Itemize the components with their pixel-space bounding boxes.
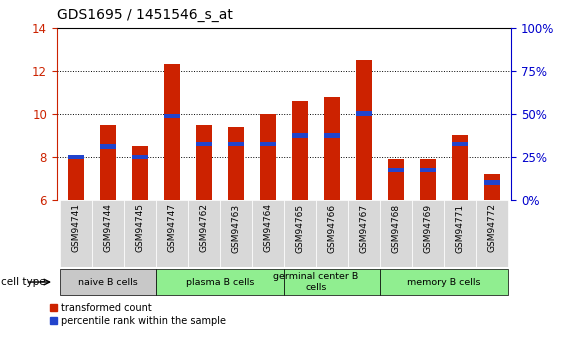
Text: naive B cells: naive B cells	[78, 277, 138, 287]
FancyBboxPatch shape	[380, 269, 508, 295]
Bar	[196, 125, 212, 200]
Bar	[100, 125, 116, 200]
Text: GSM94766: GSM94766	[328, 204, 336, 253]
Bar	[452, 136, 468, 200]
Text: GSM94763: GSM94763	[232, 204, 240, 253]
FancyBboxPatch shape	[188, 200, 220, 267]
Text: GSM94762: GSM94762	[199, 204, 208, 253]
Bar	[324, 133, 340, 138]
FancyBboxPatch shape	[444, 200, 476, 267]
Bar	[484, 180, 500, 185]
FancyBboxPatch shape	[476, 200, 508, 267]
Bar	[132, 146, 148, 200]
Bar	[100, 144, 116, 149]
Text: germinal center B
cells: germinal center B cells	[273, 272, 358, 292]
FancyBboxPatch shape	[284, 269, 380, 295]
Bar	[356, 111, 372, 116]
Bar	[164, 64, 180, 200]
Bar	[420, 159, 436, 200]
Bar	[356, 60, 372, 200]
Text: GSM94767: GSM94767	[360, 204, 369, 253]
FancyBboxPatch shape	[380, 200, 412, 267]
Text: GDS1695 / 1451546_s_at: GDS1695 / 1451546_s_at	[57, 8, 233, 22]
Text: GSM94745: GSM94745	[136, 204, 144, 253]
FancyBboxPatch shape	[348, 200, 380, 267]
Legend: transformed count, percentile rank within the sample: transformed count, percentile rank withi…	[51, 303, 226, 326]
Bar	[228, 142, 244, 146]
Text: GSM94768: GSM94768	[391, 204, 400, 253]
Bar	[68, 155, 84, 159]
Text: GSM94747: GSM94747	[168, 204, 177, 253]
FancyBboxPatch shape	[252, 200, 284, 267]
Bar	[292, 133, 308, 138]
Bar	[388, 168, 404, 172]
Bar	[420, 168, 436, 172]
Bar	[484, 174, 500, 200]
Text: GSM94765: GSM94765	[295, 204, 304, 253]
Bar	[228, 127, 244, 200]
Text: memory B cells: memory B cells	[407, 277, 481, 287]
Bar	[260, 114, 276, 200]
Bar	[292, 101, 308, 200]
Bar	[196, 142, 212, 146]
FancyBboxPatch shape	[412, 200, 444, 267]
FancyBboxPatch shape	[60, 200, 92, 267]
Bar	[164, 114, 180, 118]
Bar	[132, 155, 148, 159]
Text: GSM94764: GSM94764	[264, 204, 273, 253]
FancyBboxPatch shape	[156, 269, 284, 295]
FancyBboxPatch shape	[316, 200, 348, 267]
Text: cell type: cell type	[1, 277, 45, 287]
Text: GSM94769: GSM94769	[424, 204, 432, 253]
FancyBboxPatch shape	[92, 200, 124, 267]
Bar	[68, 157, 84, 200]
Text: GSM94744: GSM94744	[103, 204, 112, 252]
Text: GSM94741: GSM94741	[72, 204, 81, 253]
Text: plasma B cells: plasma B cells	[186, 277, 254, 287]
Text: GSM94772: GSM94772	[487, 204, 496, 253]
FancyBboxPatch shape	[220, 200, 252, 267]
Bar	[260, 142, 276, 146]
Bar	[388, 159, 404, 200]
FancyBboxPatch shape	[156, 200, 188, 267]
FancyBboxPatch shape	[60, 269, 156, 295]
Bar	[452, 142, 468, 146]
FancyBboxPatch shape	[284, 200, 316, 267]
Bar	[324, 97, 340, 200]
FancyBboxPatch shape	[124, 200, 156, 267]
Text: GSM94771: GSM94771	[456, 204, 465, 253]
